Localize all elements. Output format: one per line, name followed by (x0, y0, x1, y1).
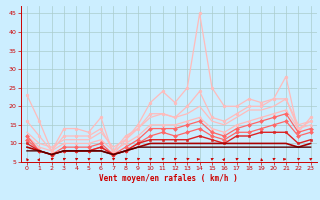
X-axis label: Vent moyen/en rafales ( km/h ): Vent moyen/en rafales ( km/h ) (100, 174, 238, 183)
